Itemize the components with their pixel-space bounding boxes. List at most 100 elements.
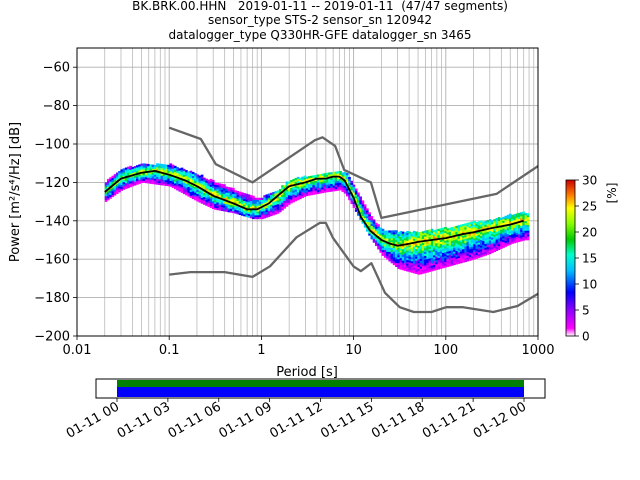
heatmap-cell bbox=[261, 215, 264, 218]
heatmap-cell bbox=[464, 242, 467, 245]
heatmap-cell bbox=[160, 167, 164, 170]
heatmap-cell bbox=[430, 269, 434, 272]
heatmap-cell bbox=[196, 199, 199, 202]
heatmap-cell bbox=[508, 227, 512, 230]
heatmap-cell bbox=[488, 249, 492, 253]
heatmap-cell bbox=[419, 251, 423, 254]
heatmap-cell bbox=[203, 198, 206, 201]
heatmap-cell bbox=[209, 182, 213, 185]
heatmap-cell bbox=[214, 188, 217, 191]
heatmap-cell bbox=[515, 223, 519, 226]
heatmap-cell bbox=[506, 233, 510, 237]
heatmap-cell bbox=[406, 267, 409, 270]
heatmap-cell bbox=[254, 213, 258, 216]
heatmap-cell bbox=[504, 221, 508, 224]
heatmap-cell bbox=[513, 216, 517, 219]
heatmap-cell bbox=[191, 181, 195, 184]
heatmap-cell bbox=[404, 236, 407, 239]
heatmap-cell bbox=[285, 183, 289, 186]
heatmap-cell bbox=[430, 230, 434, 233]
heatmap-cell bbox=[466, 257, 470, 260]
heatmap-cell bbox=[441, 248, 445, 251]
heatmap-cell bbox=[381, 242, 385, 245]
heatmap-cell bbox=[408, 262, 412, 265]
heatmap-cell bbox=[421, 246, 425, 249]
heatmap-cell bbox=[517, 222, 521, 225]
heatmap-cell bbox=[520, 212, 523, 215]
heatmap-cell bbox=[189, 172, 193, 175]
heatmap-cell bbox=[343, 183, 347, 186]
heatmap-cell bbox=[144, 165, 148, 168]
heatmap-cell bbox=[495, 218, 499, 221]
heatmap-cell bbox=[216, 188, 220, 191]
heatmap-cell bbox=[287, 181, 291, 184]
heatmap-cell bbox=[176, 170, 179, 174]
heatmap-cell bbox=[419, 243, 423, 246]
heatmap-cell bbox=[475, 247, 479, 250]
heatmap-cell bbox=[388, 257, 392, 260]
heatmap-cell bbox=[359, 217, 362, 220]
heatmap-cell bbox=[236, 206, 240, 209]
heatmap-cell bbox=[372, 228, 376, 232]
heatmap-cell bbox=[203, 181, 206, 184]
heatmap-cell bbox=[178, 185, 182, 188]
heatmap-cell bbox=[477, 250, 481, 253]
heatmap-cell bbox=[475, 241, 479, 244]
heatmap-cell bbox=[147, 181, 150, 184]
heatmap-cell bbox=[337, 178, 340, 182]
heatmap-cell bbox=[142, 163, 146, 166]
heatmap-cell bbox=[162, 183, 166, 186]
heatmap-cell bbox=[395, 259, 398, 262]
heatmap-cell bbox=[350, 182, 354, 185]
heatmap-cell bbox=[410, 243, 414, 246]
heatmap-cell bbox=[491, 237, 494, 240]
heatmap-cell bbox=[359, 198, 362, 201]
heatmap-cell bbox=[127, 178, 130, 181]
heatmap-cell bbox=[127, 185, 130, 189]
heatmap-cell bbox=[500, 240, 503, 244]
heatmap-cell bbox=[386, 257, 389, 260]
heatmap-cell bbox=[446, 234, 450, 237]
heatmap-cell bbox=[517, 226, 521, 229]
heatmap-cell bbox=[283, 200, 287, 203]
heatmap-cell bbox=[200, 197, 204, 200]
heatmap-cell bbox=[211, 187, 215, 190]
heatmap-cell bbox=[397, 245, 400, 248]
heatmap-cell bbox=[406, 261, 409, 264]
heatmap-cell bbox=[444, 246, 447, 249]
heatmap-cell bbox=[171, 172, 175, 175]
heatmap-cell bbox=[176, 188, 179, 191]
heatmap-cell bbox=[450, 252, 454, 255]
heatmap-cell bbox=[249, 195, 253, 198]
heatmap-cell bbox=[497, 240, 501, 243]
heatmap-cell bbox=[238, 199, 242, 202]
heatmap-cell bbox=[296, 196, 300, 199]
heatmap-cell bbox=[296, 184, 300, 187]
heatmap-cell bbox=[444, 255, 447, 259]
heatmap-cell bbox=[287, 198, 291, 202]
heatmap-cell bbox=[283, 194, 287, 198]
heatmap-cell bbox=[522, 215, 525, 218]
heatmap-cell bbox=[410, 255, 414, 258]
heatmap-cell bbox=[189, 189, 193, 193]
heatmap-cell bbox=[506, 228, 510, 231]
heatmap-cell bbox=[180, 175, 184, 178]
heatmap-cell bbox=[421, 238, 425, 242]
heatmap-cell bbox=[370, 237, 374, 240]
heatmap-cell bbox=[441, 242, 445, 246]
heatmap-cell bbox=[303, 183, 307, 186]
heatmap-cell bbox=[455, 243, 459, 246]
heatmap-cell bbox=[497, 230, 501, 233]
heatmap-cell bbox=[426, 249, 429, 252]
heatmap-cell bbox=[459, 257, 463, 260]
heatmap-cell bbox=[404, 245, 407, 248]
heatmap-cell bbox=[236, 196, 240, 199]
heatmap-cell bbox=[136, 174, 139, 178]
heatmap-cell bbox=[247, 202, 251, 205]
heatmap-cell bbox=[457, 261, 461, 264]
timeline-tick-label: 01-11 15 bbox=[318, 399, 376, 441]
heatmap-cell bbox=[316, 180, 320, 183]
heatmap-cell bbox=[486, 233, 490, 236]
heatmap-cell bbox=[471, 257, 474, 261]
heatmap-cell bbox=[321, 188, 325, 192]
